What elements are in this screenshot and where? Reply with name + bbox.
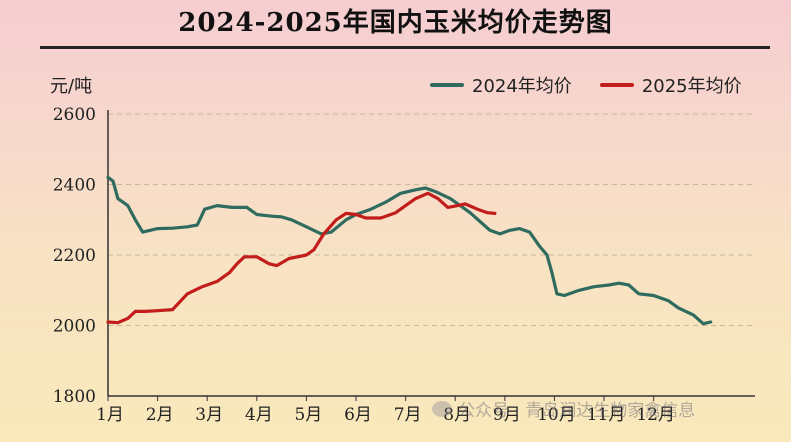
legend-swatch-2025 [599, 83, 634, 87]
y-axis-unit-label: 元/吨 [50, 76, 93, 97]
x-tick-label-2: 2月 [146, 405, 174, 425]
watermark-text: 公众号 · 青岛润达生物家禽信息 [458, 401, 696, 421]
legend-item-2024: 2024年均价 [430, 72, 572, 98]
legend-item-2025: 2025年均价 [599, 72, 742, 98]
title-divider [40, 46, 770, 49]
chart-legend: 2024年均价 2025年均价 [430, 72, 742, 98]
legend-label-2025: 2025年均价 [641, 76, 742, 97]
legend-label-2024: 2024年均价 [472, 76, 572, 97]
x-tick-label-5: 5月 [294, 405, 322, 425]
series-line-2025 [106, 191, 497, 325]
x-tick-label-8: 8月 [443, 405, 471, 425]
x-tick-label-7: 7月 [394, 405, 422, 425]
x-tick-label-11: 11月 [587, 405, 626, 425]
x-tick-label-3: 3月 [195, 405, 223, 425]
y-tick-label-2200: 2200 [53, 246, 96, 266]
page-title: 2024-2025年国内玉米均价走势图 [178, 8, 613, 38]
x-tick-label-6: 6月 [344, 405, 372, 425]
x-tick-label-4: 4月 [245, 405, 273, 425]
y-tick-label-1800: 1800 [53, 387, 96, 407]
x-tick-label-1: 1月 [96, 405, 124, 425]
watermark: 公众号 · 青岛润达生物家禽信息 [432, 396, 695, 421]
legend-swatch-2024 [430, 83, 464, 87]
y-tick-label-2400: 2400 [53, 176, 96, 196]
x-tick-label-10: 10月 [537, 405, 576, 425]
y-tick-label-2000: 2000 [53, 317, 96, 337]
y-tick-label-2600: 2600 [53, 105, 96, 125]
x-tick-label-9: 9月 [493, 405, 521, 425]
series-line-2024 [106, 175, 713, 326]
x-tick-label-12: 12月 [636, 405, 675, 425]
wechat-icon [432, 400, 452, 417]
